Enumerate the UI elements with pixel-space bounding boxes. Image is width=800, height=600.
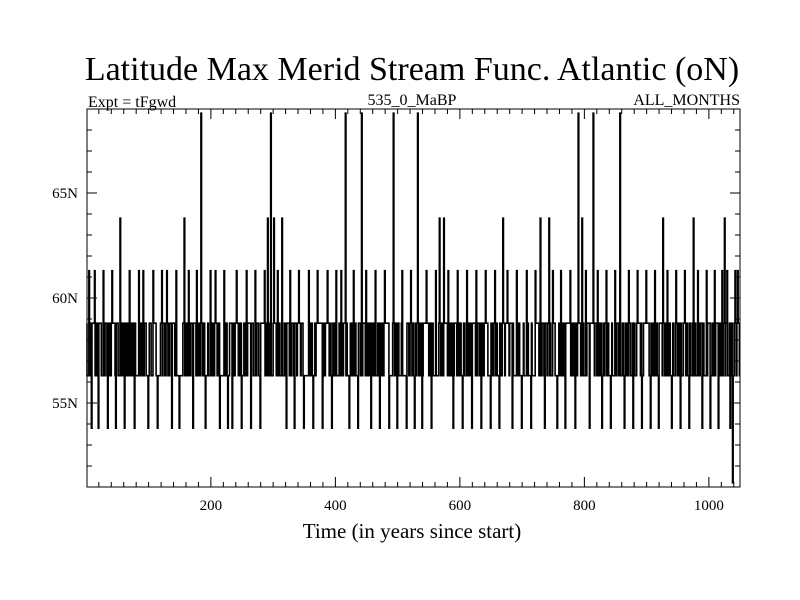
series-layer [86,112,741,484]
x-tick-label: 1000 [694,498,724,514]
x-tick-label: 400 [324,498,347,514]
x-axis-label: Time (in years since start) [303,519,522,543]
chart-title: Latitude Max Merid Stream Func. Atlantic… [85,51,739,88]
chart-subtitle-right: ALL_MONTHS [633,92,740,109]
x-tick-label: 200 [200,498,223,514]
x-tick-label: 600 [449,498,472,514]
chart-subtitle-left: Expt = tFgwd [88,94,176,111]
x-tick-label: 800 [573,498,596,514]
y-tick-label: 60N [52,291,78,307]
chart-subtitle-center: 535_0_MaBP [368,92,457,109]
y-tick-label: 65N [52,186,78,202]
plot-frame [86,108,741,488]
data-series-line [86,112,741,484]
y-tick-label: 55N [52,396,78,412]
